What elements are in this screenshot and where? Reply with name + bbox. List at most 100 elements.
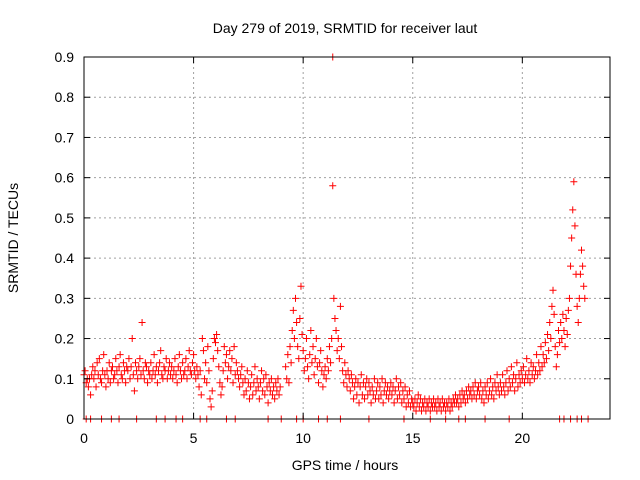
data-point (284, 351, 292, 359)
data-point (207, 403, 215, 411)
data-point (258, 367, 266, 375)
data-point (498, 387, 506, 395)
data-point (199, 347, 207, 355)
data-point (571, 222, 579, 230)
data-point (517, 367, 525, 375)
data-point (559, 310, 567, 318)
data-point (503, 367, 511, 375)
data-point (132, 359, 140, 367)
data-point (94, 371, 102, 379)
data-point (229, 379, 237, 387)
data-point (508, 379, 516, 387)
data-point (542, 355, 550, 363)
data-point (283, 375, 291, 383)
data-point (266, 387, 274, 395)
data-point (446, 407, 454, 415)
data-point (118, 375, 126, 383)
y-tick-label: 0.2 (55, 331, 75, 347)
data-point (222, 351, 230, 359)
data-point (310, 371, 318, 379)
data-point (330, 294, 338, 302)
data-point (302, 335, 310, 343)
x-tick-label: 15 (405, 430, 421, 446)
data-point (171, 355, 179, 363)
data-point (264, 399, 272, 407)
data-point (208, 387, 216, 395)
data-point (98, 379, 106, 387)
data-point (150, 351, 158, 359)
data-point (124, 367, 132, 375)
data-point (361, 395, 369, 403)
data-point (549, 286, 557, 294)
data-point (514, 383, 522, 391)
data-point (273, 387, 281, 395)
data-point (165, 359, 173, 367)
data-point (96, 375, 104, 383)
data-point (183, 375, 191, 383)
data-point (252, 387, 260, 395)
data-point (282, 363, 290, 371)
data-point (319, 383, 327, 391)
data-point (108, 363, 116, 371)
data-point (366, 387, 374, 395)
data-point (134, 375, 142, 383)
data-point (513, 359, 521, 367)
data-point (369, 391, 377, 399)
data-point (288, 327, 296, 335)
y-tick-label: 0.3 (55, 290, 75, 306)
y-tick-label: 0.9 (55, 49, 75, 65)
data-point (568, 234, 576, 242)
data-point (530, 375, 538, 383)
ticks-layer: 0 5 10 15 20 0 0.1 0.2 0.3 0.4 0.5 0.6 0.7 0.8 0.9 (55, 49, 610, 446)
data-point (362, 383, 370, 391)
data-point (156, 359, 164, 367)
data-point (144, 379, 152, 387)
data-point (261, 391, 269, 399)
data-point (328, 335, 336, 343)
data-point (173, 379, 181, 387)
data-point (335, 355, 343, 363)
data-point (88, 371, 96, 379)
data-point (245, 395, 253, 403)
data-point (563, 331, 571, 339)
data-point (504, 387, 512, 395)
data-point (393, 395, 401, 403)
data-point (220, 343, 228, 351)
data-point (557, 318, 565, 326)
data-point (522, 371, 530, 379)
data-point (352, 375, 360, 383)
data-point (320, 371, 328, 379)
data-point (552, 363, 560, 371)
data-point (224, 375, 232, 383)
data-point (84, 383, 92, 391)
data-point (327, 359, 335, 367)
data-point (100, 351, 108, 359)
data-point (461, 399, 469, 407)
data-point (398, 399, 406, 407)
data-point (396, 391, 404, 399)
data-point (401, 383, 409, 391)
data-point (291, 294, 299, 302)
data-point (317, 347, 325, 355)
data-point (405, 387, 413, 395)
x-axis-label: GPS time / hours (292, 457, 399, 473)
data-point (263, 383, 271, 391)
data-point (357, 371, 365, 379)
data-point (556, 339, 564, 347)
data-point (562, 314, 570, 322)
data-point (338, 343, 346, 351)
data-point (296, 314, 304, 322)
data-point (540, 359, 548, 367)
data-point (331, 314, 339, 322)
data-point (312, 335, 320, 343)
data-point (170, 367, 178, 375)
data-point (569, 206, 577, 214)
data-point (182, 355, 190, 363)
data-point (334, 335, 342, 343)
data-point (324, 367, 332, 375)
data-point (168, 363, 176, 371)
data-point (180, 371, 188, 379)
data-points-layer (80, 53, 592, 423)
data-point (315, 379, 323, 387)
